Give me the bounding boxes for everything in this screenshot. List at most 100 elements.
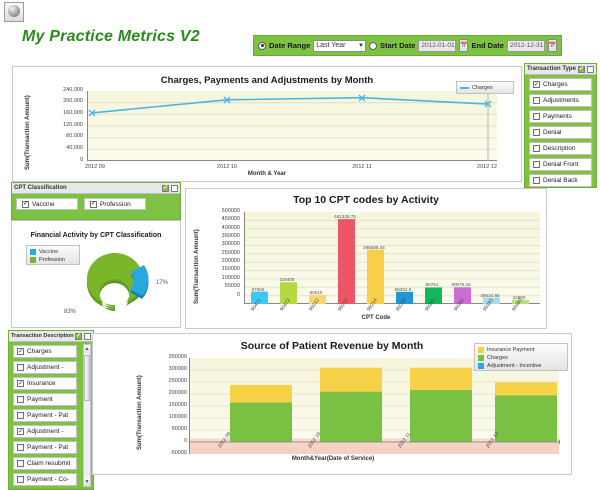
transaction-description-scrollbar[interactable]: ▲ ▼ [83, 344, 91, 487]
transaction-type-label-1: Adjustments [543, 97, 579, 104]
scroll-up-button[interactable] [4, 2, 24, 22]
cpt-bar-value-7: 90579.18 [451, 282, 471, 287]
checkbox-denial-back[interactable] [533, 177, 540, 184]
legend-swatch-profession [30, 257, 36, 263]
scrollbar-thumb[interactable] [84, 355, 90, 401]
checkbox-adjustments[interactable] [533, 97, 540, 104]
revenue-chart-x-axis-title: Month&Year(Date of Service) [291, 456, 375, 462]
transaction-type-item-payments[interactable]: Payments [529, 110, 592, 123]
cpt-y-tick-2: 100000 [221, 275, 240, 281]
transaction-type-header: Transaction Type ✓ [525, 64, 596, 75]
transaction-description-label-4: Payment - Pat [27, 412, 69, 419]
line-y-tick-6: 240,000 [63, 87, 83, 93]
cpt-y-tick-5: 250000 [221, 250, 240, 256]
chevron-down-icon: ▼ [357, 42, 364, 49]
line-chart-plot-area [87, 91, 497, 161]
transaction-description-item-5[interactable]: Adjustment - [13, 425, 77, 438]
clear-all-icon[interactable] [587, 65, 594, 73]
transaction-type-item-adjustments[interactable]: Adjustments [529, 94, 592, 107]
checkbox-payment-pat-2[interactable] [17, 444, 24, 451]
transaction-description-item-6[interactable]: Payment - Pat [13, 441, 77, 454]
checkbox-insurance[interactable] [17, 380, 24, 387]
line-x-tick-2: 2012 11 [352, 164, 372, 170]
cpt-classification-panel: CPT Classification ✓ Vaccine Profession [11, 182, 181, 220]
transaction-description-item-7[interactable]: Claim resubmit [13, 457, 77, 470]
checkbox-payment[interactable] [17, 396, 24, 403]
start-date-input[interactable]: 2012-01-01 [418, 39, 456, 52]
transaction-description-item-2[interactable]: Insurance [13, 377, 77, 390]
checkbox-vaccine[interactable] [22, 200, 29, 208]
transaction-description-label-8: Payment - Co- [27, 476, 69, 483]
checkbox-description[interactable] [533, 145, 540, 152]
end-date-input[interactable]: 2012-12-31 [506, 39, 545, 52]
line-y-tick-0: 0 [79, 157, 83, 163]
cpt-y-tick-6: 300000 [221, 241, 240, 247]
cpt-bar-value-4: 295588.44 [363, 245, 385, 250]
cpt-chart-plot-area [244, 212, 540, 304]
checkbox-charges[interactable] [17, 348, 24, 355]
start-date-calendar-icon[interactable]: 📅 [458, 39, 469, 52]
cpt-classification-pie-panel: Financial Activity by CPT Classification… [11, 220, 181, 328]
transaction-description-item-4[interactable]: Payment - Pat [13, 409, 77, 422]
clear-all-icon[interactable] [171, 184, 178, 192]
checkbox-payment-co[interactable] [17, 476, 24, 483]
select-all-icon[interactable]: ✓ [578, 65, 585, 73]
transaction-type-item-denial-front[interactable]: Denial Front [529, 158, 592, 171]
checkbox-adjustment-2[interactable] [17, 428, 24, 435]
transaction-type-item-description[interactable]: Description [529, 142, 592, 155]
transaction-description-header-buttons: ✓ [75, 332, 91, 340]
select-all-icon[interactable]: ✓ [162, 184, 169, 192]
line-y-tick-1: 40,000 [66, 145, 83, 151]
scroll-up-arrow-icon[interactable]: ▲ [84, 345, 90, 353]
cpt-classification-item-vaccine[interactable]: Vaccine [16, 198, 78, 210]
cpt-classification-label-1: Profession [100, 200, 131, 208]
top-cpt-codes-panel: Top 10 CPT codes by Activity Sum(Transac… [185, 188, 547, 329]
line-x-tick-1: 2012 10 [217, 164, 237, 170]
cpt-classification-header: CPT Classification ✓ [12, 183, 180, 194]
transaction-description-title: Transaction Description [11, 333, 74, 339]
transaction-type-label-6: Denial Back [543, 177, 578, 184]
cpt-classification-item-profession[interactable]: Profession [84, 198, 146, 210]
custom-date-radio[interactable] [368, 41, 377, 50]
cpt-y-tick-9: 450000 [221, 216, 240, 222]
scroll-down-arrow-icon[interactable]: ▼ [84, 478, 90, 486]
legend-item-charges: Charges [460, 84, 510, 92]
checkbox-claim-resubmit[interactable] [17, 460, 24, 467]
checkbox-denial[interactable] [533, 129, 540, 136]
transaction-type-label-5: Denial Front [543, 161, 579, 168]
cpt-bar-value-2: 50010 [309, 290, 323, 295]
transaction-type-item-denial-back[interactable]: Denial Back [529, 174, 592, 187]
line-chart-x-axis-title: Month & Year [247, 171, 287, 177]
clear-all-icon[interactable] [84, 332, 91, 340]
end-date-calendar-icon[interactable]: 📅 [547, 39, 558, 52]
transaction-description-item-0[interactable]: Charges [13, 345, 77, 358]
legend-swatch-vaccine [30, 249, 36, 255]
transaction-type-item-charges[interactable]: Charges [529, 78, 592, 91]
select-all-icon[interactable]: ✓ [75, 332, 82, 340]
checkbox-profession[interactable] [90, 200, 97, 208]
line-x-tick-3: 2012 12 [477, 164, 497, 170]
legend-item-adjustment-incentive: Adjustment - Incentive [478, 362, 564, 370]
checkbox-payment-pat-1[interactable] [17, 412, 24, 419]
transaction-type-item-denial[interactable]: Denial [529, 126, 592, 139]
revenue-chart-legend: Insurance Payment Charges Adjustment - I… [474, 343, 568, 371]
transaction-description-label-2: Insurance [27, 380, 56, 387]
transaction-description-item-3[interactable]: Payment [13, 393, 77, 406]
revenue-y-tick-5: 200000 [168, 390, 187, 396]
checkbox-payments[interactable] [533, 113, 540, 120]
revenue-y-tick-6: 250000 [168, 378, 187, 384]
date-range-radio[interactable] [258, 41, 266, 50]
transaction-description-item-1[interactable]: Adjustment - [13, 361, 77, 374]
date-range-select[interactable]: Last Year ▼ [313, 39, 366, 52]
pie-label-profession: 83% [64, 309, 77, 315]
checkbox-denial-front[interactable] [533, 161, 540, 168]
cpt-y-tick-3: 150000 [221, 266, 240, 272]
transaction-type-label-0: Charges [543, 81, 568, 88]
checkbox-adjustment-1[interactable] [17, 364, 24, 371]
transaction-description-item-8[interactable]: Payment - Co- [13, 473, 77, 486]
checkbox-charges[interactable] [533, 81, 540, 88]
revenue-y-tick-8: 350000 [168, 354, 187, 360]
legend-label-charges: Charges [472, 85, 493, 91]
cpt-y-tick-4: 200000 [221, 258, 240, 264]
revenue-y-tick-7: 300000 [168, 366, 187, 372]
